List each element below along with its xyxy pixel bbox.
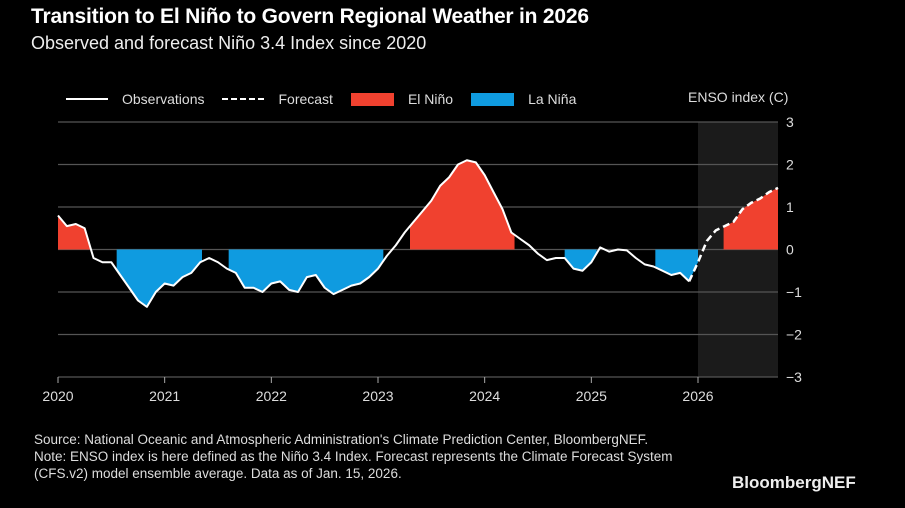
legend-item-el-nino: El Niño	[350, 91, 454, 107]
la-nina-area	[228, 249, 384, 295]
x-tick-label: 2021	[149, 388, 180, 404]
y-tick-label: −2	[786, 327, 802, 343]
solid-line-icon	[66, 98, 108, 100]
y-tick-label: 1	[786, 199, 794, 215]
x-tick-label: 2025	[576, 388, 607, 404]
y-tick-label: 2	[786, 157, 794, 173]
x-tick-label: 2020	[42, 388, 73, 404]
brand-logo: BloombergNEF	[732, 473, 856, 492]
source-text: Source: National Oceanic and Atmospheric…	[34, 432, 649, 447]
legend-item-la-nina: La Niña	[471, 91, 576, 107]
x-tick-label: 2026	[682, 388, 713, 404]
observations-line	[57, 159, 690, 308]
y-tick-label: 0	[786, 242, 794, 258]
enso-chart: 3 2 1 0 −1 −2 −3 2020 2021 2022 2023 2024 2025 2026	[42, 114, 802, 404]
legend-label-forecast: Forecast	[278, 91, 333, 107]
forecast-line	[688, 186, 779, 282]
la-nina-swatch-icon	[471, 92, 515, 106]
note-text: Note: ENSO index is here defined as the …	[34, 449, 673, 481]
y-tick-label: −3	[786, 369, 802, 385]
dashed-line-icon	[222, 98, 265, 100]
el-nino-area	[58, 215, 90, 250]
el-nino-swatch-icon	[350, 92, 394, 106]
x-tick-label: 2022	[256, 388, 287, 404]
chart-title: Transition to El Niño to Govern Regional…	[31, 5, 589, 28]
x-tick-label: 2024	[469, 388, 500, 404]
footer-notes: Source: National Oceanic and Atmospheric…	[34, 431, 694, 482]
el-nino-area	[723, 187, 778, 250]
legend-label-la-nina: La Niña	[528, 91, 577, 107]
y-axis-title: ENSO index (C)	[688, 89, 789, 105]
legend-label-observations: Observations	[122, 91, 205, 107]
legend-item-forecast: Forecast	[222, 91, 333, 107]
legend-item-observations: Observations	[66, 91, 204, 107]
chart-subtitle: Observed and forecast Niño 3.4 Index sin…	[31, 33, 427, 53]
el-nino-area	[410, 160, 515, 250]
y-tick-label: −1	[786, 284, 802, 300]
y-tick-label: 3	[786, 114, 794, 130]
x-tick-label: 2023	[362, 388, 393, 404]
la-nina-area	[564, 249, 597, 271]
legend: Observations Forecast El Niño La Niña	[66, 89, 594, 109]
la-nina-area	[116, 249, 202, 307]
legend-label-el-nino: El Niño	[407, 91, 454, 107]
la-nina-area	[655, 249, 698, 282]
